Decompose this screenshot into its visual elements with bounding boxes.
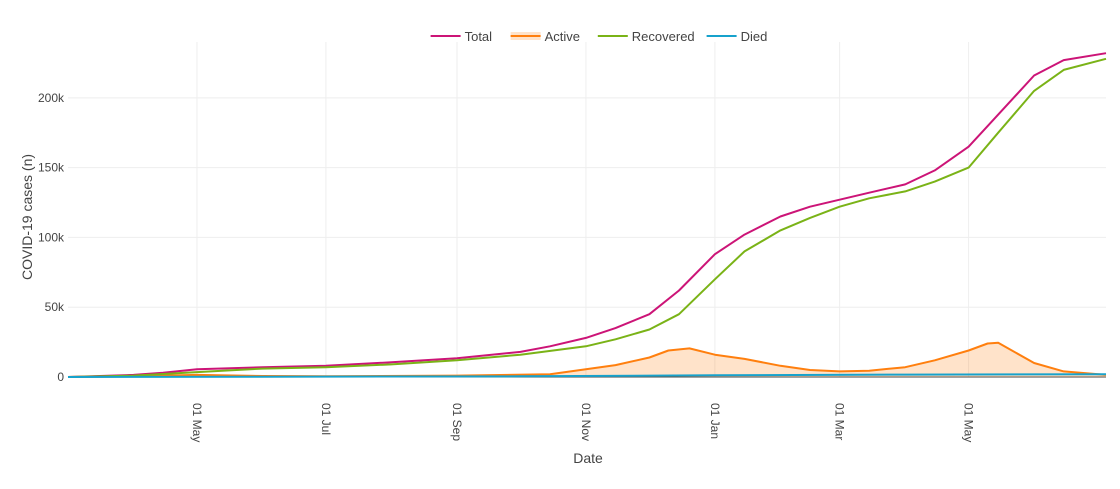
x-tick-label: 01 Jul <box>319 403 333 435</box>
y-tick-label: 0 <box>57 370 64 384</box>
x-axis-ticks: 01 May 01 Jul 01 Sep 01 Nov 01 Jan 01 Mar 01 M… <box>190 403 976 442</box>
y-axis-title: COVID-19 cases (n) <box>19 154 35 280</box>
series-line-recovered[interactable] <box>67 57 1107 378</box>
legend-item-active[interactable]: Active <box>510 29 580 44</box>
x-tick-label: 01 Mar <box>833 403 847 440</box>
legend-label-died: Died <box>741 29 768 44</box>
area-fills <box>68 342 1106 377</box>
legend[interactable]: Total Active Recovered Died <box>430 29 768 44</box>
x-tick-label: 01 Sep <box>450 403 464 441</box>
legend-item-died[interactable]: Died <box>706 29 768 44</box>
y-tick-label: 50k <box>45 300 65 314</box>
series-lines <box>67 52 1107 378</box>
y-axis-ticks: 0 50k 100k 150k 200k <box>38 91 65 384</box>
y-tick-label: 100k <box>38 230 65 244</box>
series-area-active <box>68 342 1106 377</box>
x-tick-label: 01 May <box>962 403 976 442</box>
legend-label-total: Total <box>465 29 493 44</box>
y-tick-label: 200k <box>38 91 65 105</box>
legend-label-active: Active <box>545 29 580 44</box>
gridlines <box>68 42 1106 378</box>
x-tick-label: 01 Jan <box>708 403 722 439</box>
series-line-total[interactable] <box>67 52 1107 378</box>
legend-item-recovered[interactable]: Recovered <box>597 29 695 44</box>
series-line-died[interactable] <box>67 373 1107 378</box>
legend-item-total[interactable]: Total <box>430 29 493 44</box>
x-tick-label: 01 Nov <box>579 403 593 441</box>
legend-label-recovered: Recovered <box>632 29 695 44</box>
y-tick-label: 150k <box>38 161 65 175</box>
x-tick-label: 01 May <box>190 403 204 442</box>
x-axis-title: Date <box>573 450 603 466</box>
